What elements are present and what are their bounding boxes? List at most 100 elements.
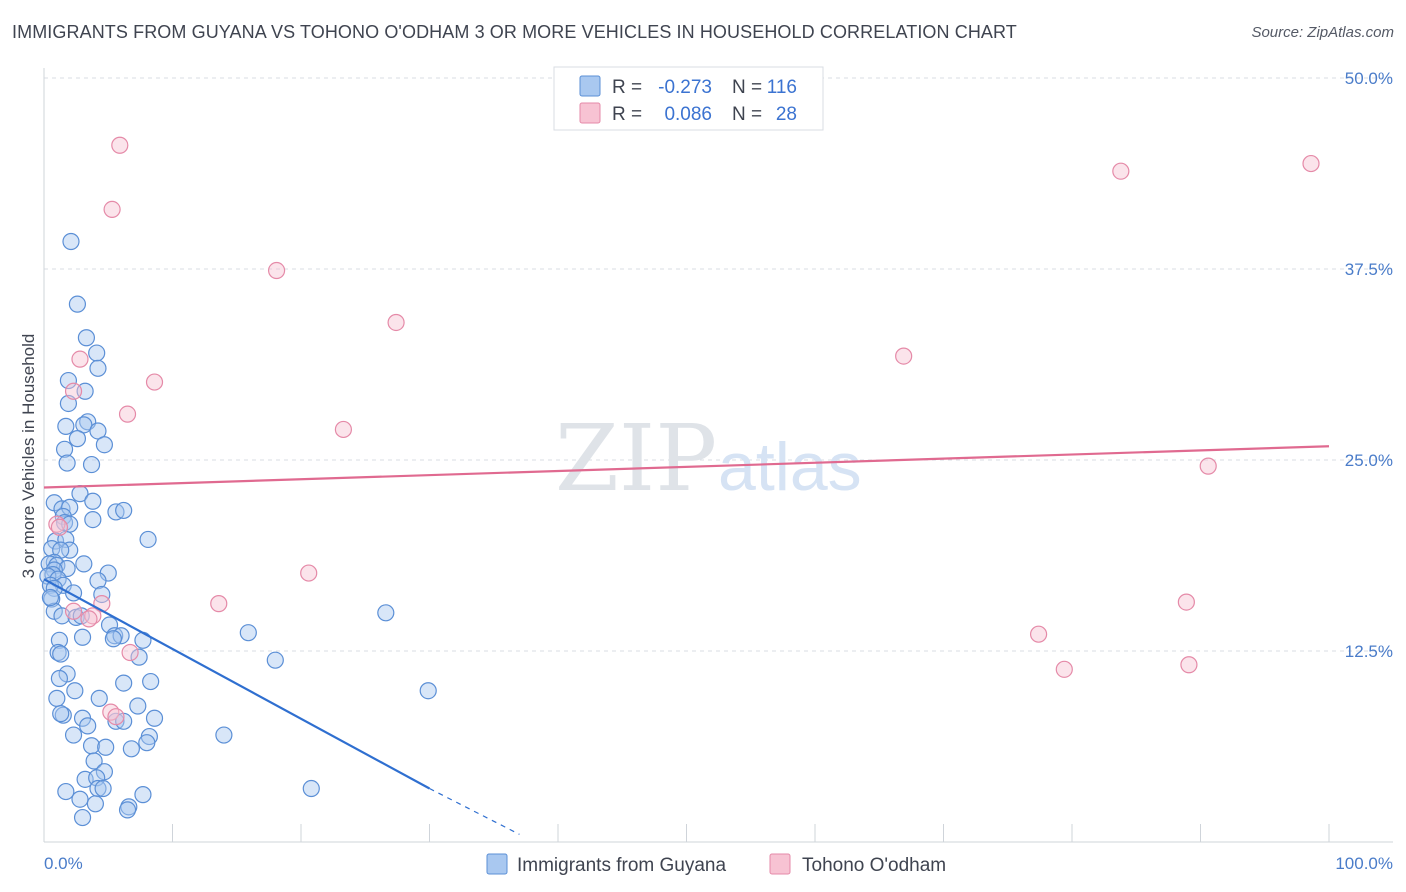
data-point-tohono [267, 261, 286, 280]
data-point-guyana [97, 738, 115, 756]
data-point-guyana [50, 631, 69, 649]
trend-lines [43, 445, 1330, 835]
watermark-atlas: atlas [718, 429, 862, 505]
data-point-guyana [55, 440, 74, 458]
y-tick-label: 50.0% [1345, 69, 1393, 88]
data-point-tohono [1302, 154, 1320, 173]
legend-r-label-blue: R = [612, 77, 642, 98]
data-point-guyana [266, 651, 284, 669]
data-point-guyana [41, 588, 60, 607]
legend-swatch-blue [579, 75, 601, 97]
bottom-legend-label-pink: Tohono O'odham [802, 855, 946, 876]
y-tick-label: 37.5% [1345, 260, 1393, 279]
data-point-guyana [100, 616, 119, 634]
legend-r-value-blue: -0.273 [658, 77, 712, 98]
data-point-guyana [302, 779, 320, 798]
data-point-guyana [129, 697, 147, 715]
y-axis-title: 3 or more Vehicles in Household [19, 334, 38, 579]
axes [43, 68, 1393, 843]
data-point-guyana [79, 717, 97, 735]
legend-n-label-pink: N = [732, 104, 762, 125]
data-point-tohono [1029, 625, 1048, 643]
trend-line-guyana-extension [429, 787, 520, 835]
data-point-guyana [88, 344, 106, 362]
data-point-guyana [48, 689, 66, 707]
data-point-tohono [1112, 162, 1130, 180]
data-point-tohono [118, 405, 137, 423]
series-immigrants-from-guyana [39, 232, 437, 827]
y-tick-label: 12.5% [1345, 642, 1393, 661]
trend-line-guyana [43, 578, 431, 790]
data-point-guyana [85, 752, 103, 770]
data-point-tohono [64, 602, 83, 620]
bottom-legend-label-blue: Immigrants from Guyana [517, 855, 726, 876]
data-point-tohono [1180, 656, 1198, 674]
data-point-guyana [94, 779, 112, 798]
data-point-guyana [239, 624, 257, 642]
data-point-guyana [84, 510, 102, 529]
data-point-guyana [52, 645, 70, 663]
data-point-guyana [77, 329, 96, 347]
series-legend: Immigrants from Guyana Tohono O'odham [486, 853, 946, 876]
data-point-guyana [115, 501, 133, 520]
data-point-guyana [139, 530, 157, 549]
data-point-tohono [121, 643, 139, 662]
data-point-tohono [50, 518, 69, 536]
data-point-guyana [57, 782, 75, 801]
data-point-guyana [84, 492, 102, 510]
data-point-tohono [145, 373, 164, 391]
correlation-legend: R = -0.273 N = 116 R = 0.086 N = 28 [553, 66, 824, 131]
data-point-guyana [73, 808, 92, 827]
data-point-guyana [90, 689, 108, 707]
data-point-guyana [61, 498, 79, 516]
data-point-guyana [59, 371, 78, 390]
legend-n-label-blue: N = [732, 77, 762, 98]
data-point-guyana [75, 555, 93, 573]
data-point-guyana [68, 430, 87, 448]
legend-n-value-blue: 116 [767, 77, 797, 98]
data-point-guyana [142, 672, 160, 691]
bottom-legend-swatch-pink [769, 853, 791, 875]
data-point-guyana [50, 669, 69, 688]
y-tick-label: 25.0% [1345, 451, 1393, 470]
source-label: Source: ZipAtlas.com [1251, 24, 1394, 41]
data-point-tohono [48, 515, 66, 533]
data-point-guyana [86, 795, 105, 813]
data-point-guyana [89, 359, 107, 377]
data-point-guyana [122, 740, 140, 758]
legend-n-value-pink: 28 [776, 104, 797, 125]
data-point-guyana [215, 726, 233, 744]
data-point-tohono [1177, 593, 1195, 611]
data-point-tohono [1199, 457, 1217, 475]
legend-swatch-pink [579, 102, 601, 124]
data-point-guyana [73, 628, 92, 646]
watermark: ZIP atlas [555, 405, 862, 512]
data-point-guyana [118, 801, 137, 819]
data-point-tohono [64, 382, 83, 400]
page-title: IMMIGRANTS FROM GUYANA VS TOHONO O'ODHAM… [12, 22, 1017, 42]
data-point-tohono [334, 420, 353, 439]
data-point-tohono [107, 708, 125, 726]
data-point-guyana [52, 705, 70, 723]
data-point-tohono [111, 136, 129, 154]
data-point-guyana [64, 726, 83, 744]
data-point-guyana [62, 232, 80, 251]
y-tick-labels: 12.5% 25.0% 37.5% 50.0% [1345, 69, 1393, 661]
data-point-guyana [61, 541, 79, 559]
data-point-guyana [134, 786, 152, 804]
data-point-guyana [115, 674, 133, 692]
data-point-guyana [66, 682, 84, 700]
bottom-legend-swatch-blue [486, 853, 508, 875]
x-tick-label-max: 100.0% [1335, 854, 1393, 873]
data-point-tohono [895, 347, 913, 365]
data-point-guyana [89, 422, 107, 440]
data-point-guyana [57, 417, 75, 435]
data-point-guyana [71, 790, 89, 808]
data-point-tohono [103, 200, 121, 219]
data-point-tohono [102, 703, 120, 721]
watermark-zip: ZIP [555, 405, 717, 512]
data-point-guyana [419, 682, 437, 700]
data-point-guyana [104, 630, 122, 648]
legend-r-value-pink: 0.086 [664, 104, 712, 125]
